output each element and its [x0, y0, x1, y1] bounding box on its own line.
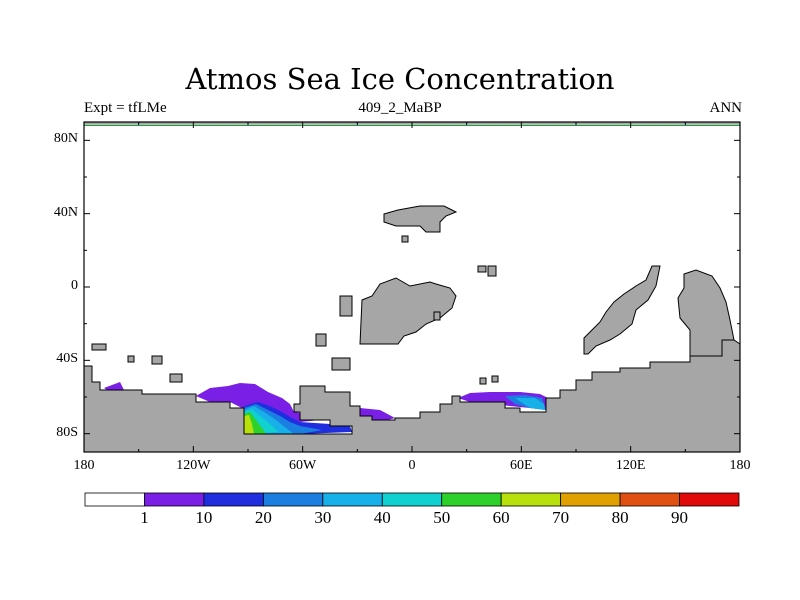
island-middle-east-2: [487, 265, 497, 277]
colorbar-level-label: 20: [254, 508, 272, 527]
colorbar-level-label: 80: [611, 508, 629, 527]
colorbar-swatch: [381, 492, 443, 507]
colorbar-level-label: 40: [373, 508, 391, 527]
y-tick-label: 40S: [56, 351, 78, 367]
sea-ice-weddell-60: [244, 415, 254, 434]
island-europe-small: [401, 235, 409, 243]
antarctica-southern-landmass: [83, 339, 741, 453]
colorbar-swatch: [144, 492, 205, 507]
africa-landmass: [359, 277, 457, 345]
plot-title: Atmos Sea Ice Concentration: [185, 62, 615, 96]
island-indian-1: [479, 377, 487, 385]
island-pacific-1: [91, 343, 107, 351]
x-tick-label: 120W: [176, 458, 211, 473]
colorbar-swatch: [441, 492, 502, 507]
sea-ice-indian-core: [515, 398, 545, 410]
axis-ticks: [83, 122, 741, 452]
y-tick-label: 80N: [53, 131, 78, 147]
x-tick-label: 60E: [510, 458, 533, 473]
x-tick-label: 60W: [289, 458, 317, 473]
x-tick-label: 0: [408, 458, 416, 473]
colorbar-level-label: 60: [492, 508, 510, 527]
colorbar-swatch: [679, 492, 740, 507]
island-pacific-3: [151, 355, 163, 365]
colorbar-level-label: 90: [671, 508, 689, 527]
island-south-atlantic: [331, 357, 351, 371]
colorbar-level-label: 1: [140, 508, 149, 527]
island-middle-east-1: [477, 265, 487, 273]
europe-landmass: [383, 205, 458, 233]
island-pacific-4: [169, 373, 183, 383]
colorbar-swatch: [560, 492, 621, 507]
island-south-america-small: [315, 333, 327, 347]
season-label: ANN: [709, 100, 743, 116]
y-tick-label: 0: [71, 278, 78, 293]
experiment-label: Expt = tfLMe: [84, 100, 167, 116]
island-pacific-2: [127, 355, 135, 363]
island-indian-2: [491, 375, 499, 383]
y-tick-label: 80S: [56, 424, 78, 440]
time-period-label: 409_2_MaBP: [358, 100, 442, 116]
pacific-landmass: [677, 269, 735, 357]
y-tick-label: 40N: [53, 204, 78, 220]
sea-ice-layer: [104, 382, 548, 434]
colorbar-swatch: [500, 492, 562, 507]
colorbar-level-label: 70: [552, 508, 570, 527]
colorbar-level-label: 30: [314, 508, 332, 527]
colorbar-swatch: [322, 492, 383, 507]
colorbar-level-label: 50: [433, 508, 451, 527]
australia-asia-arc: [583, 265, 661, 355]
colorbar-swatch: [203, 492, 264, 507]
x-tick-label: 120E: [615, 458, 646, 473]
x-tick-label: 180: [73, 458, 95, 473]
colorbar-level-label: 10: [195, 508, 213, 527]
colorbar-swatch: [619, 492, 680, 507]
land-layer: [83, 205, 741, 453]
island-atlantic: [339, 295, 353, 317]
colorbar-swatch: [262, 492, 324, 507]
colorbar-swatch: [84, 492, 145, 507]
x-tick-label: 180: [729, 458, 751, 473]
colorbar: [84, 492, 740, 507]
island-madagascar: [433, 311, 441, 321]
